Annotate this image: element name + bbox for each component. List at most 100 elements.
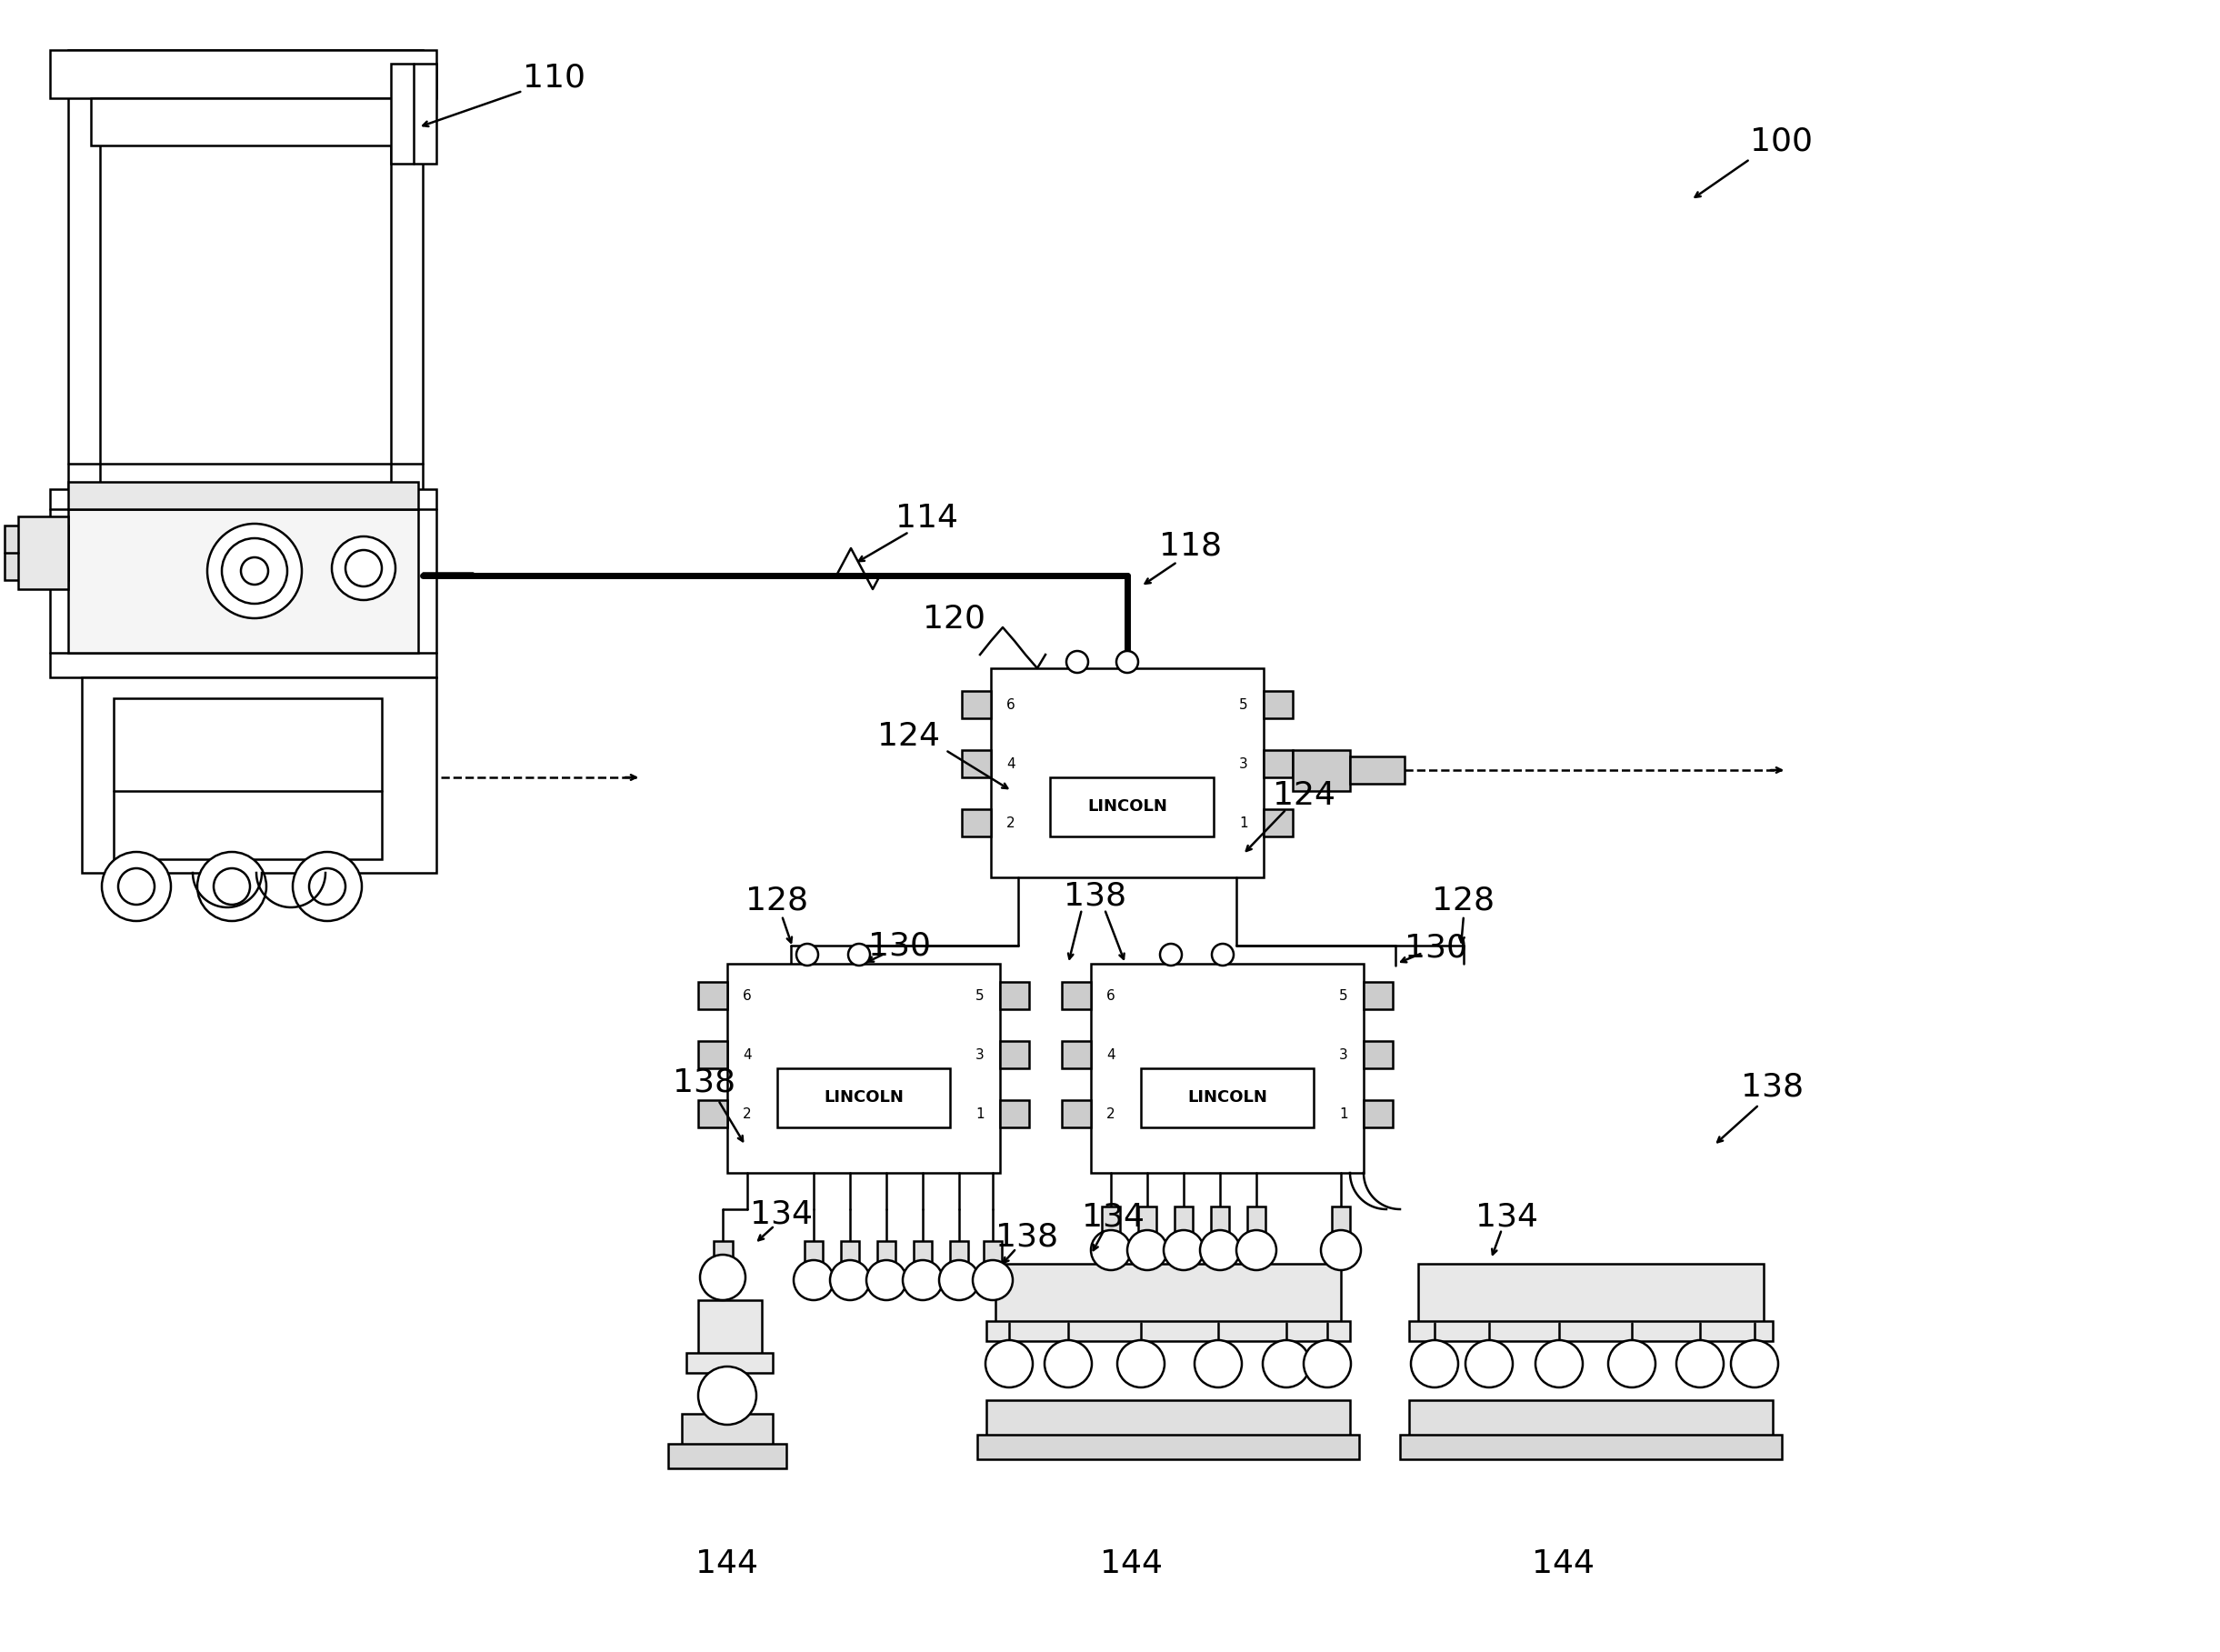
Circle shape — [346, 550, 382, 586]
Text: 134: 134 — [750, 1198, 813, 1229]
Bar — [1139, 1206, 1157, 1232]
Bar — [1174, 1206, 1192, 1232]
Text: 138: 138 — [1740, 1070, 1805, 1102]
Bar — [1332, 1206, 1350, 1232]
Text: 130: 130 — [868, 930, 932, 961]
Text: 130: 130 — [1405, 932, 1467, 963]
Bar — [1410, 1401, 1774, 1437]
Text: 1: 1 — [975, 1107, 983, 1120]
Text: 4: 4 — [1006, 757, 1015, 770]
Bar — [69, 509, 417, 653]
Circle shape — [697, 1366, 757, 1424]
Bar — [1141, 1069, 1314, 1127]
Circle shape — [797, 943, 819, 965]
Bar — [877, 1241, 895, 1267]
Text: 128: 128 — [746, 884, 808, 915]
Circle shape — [1212, 943, 1234, 965]
Bar — [915, 1241, 932, 1267]
Circle shape — [1201, 1231, 1241, 1270]
Bar — [697, 1041, 728, 1069]
Bar — [697, 1100, 728, 1127]
Bar — [391, 64, 437, 164]
Circle shape — [118, 869, 155, 905]
Circle shape — [222, 539, 286, 603]
Circle shape — [1237, 1231, 1276, 1270]
Bar — [682, 1414, 773, 1446]
Bar — [82, 677, 437, 872]
Bar — [995, 1264, 1341, 1323]
Bar — [668, 1444, 786, 1469]
Circle shape — [1732, 1340, 1778, 1388]
Bar — [697, 981, 728, 1009]
Circle shape — [242, 557, 269, 585]
Circle shape — [904, 1260, 943, 1300]
Text: 2: 2 — [1006, 816, 1015, 829]
Circle shape — [1161, 943, 1181, 965]
Bar — [999, 1100, 1030, 1127]
Bar — [977, 1434, 1359, 1459]
Text: 110: 110 — [524, 61, 586, 93]
Bar — [1061, 981, 1090, 1009]
Bar — [69, 482, 417, 509]
Bar — [1350, 757, 1405, 783]
Circle shape — [198, 852, 266, 922]
Bar — [91, 97, 400, 145]
Bar — [1210, 1206, 1230, 1232]
Bar — [1363, 1100, 1392, 1127]
Text: 4: 4 — [744, 1047, 753, 1062]
Text: 134: 134 — [1476, 1201, 1538, 1232]
Bar — [1401, 1434, 1783, 1459]
Circle shape — [1321, 1231, 1361, 1270]
Circle shape — [1465, 1340, 1512, 1388]
Bar — [1061, 1041, 1090, 1069]
Circle shape — [293, 852, 362, 922]
Bar — [1263, 750, 1292, 778]
Circle shape — [699, 1254, 746, 1300]
Circle shape — [793, 1260, 835, 1300]
Text: 100: 100 — [1749, 126, 1814, 157]
Circle shape — [1066, 651, 1088, 672]
Bar — [961, 750, 990, 778]
Bar — [1363, 981, 1392, 1009]
Circle shape — [848, 943, 870, 965]
Text: 3: 3 — [1339, 1047, 1348, 1062]
Bar — [4, 525, 69, 580]
Text: 6: 6 — [744, 990, 753, 1003]
Text: 6: 6 — [1106, 990, 1114, 1003]
Text: 3: 3 — [1239, 757, 1248, 770]
Bar — [841, 1241, 859, 1267]
Circle shape — [1303, 1340, 1352, 1388]
Circle shape — [1117, 1340, 1166, 1388]
Circle shape — [1117, 651, 1139, 672]
Bar — [1061, 1100, 1090, 1127]
Text: 144: 144 — [1101, 1548, 1163, 1579]
Bar — [113, 699, 382, 859]
Text: 138: 138 — [673, 1067, 737, 1097]
Text: 118: 118 — [1159, 530, 1223, 562]
Bar — [950, 1241, 968, 1267]
Circle shape — [1128, 1231, 1168, 1270]
Bar — [1263, 691, 1292, 719]
Text: 138: 138 — [997, 1221, 1059, 1252]
Bar — [1263, 809, 1292, 836]
Bar — [986, 1401, 1350, 1437]
Text: 120: 120 — [924, 603, 986, 634]
Bar — [1363, 1041, 1392, 1069]
Bar — [961, 691, 990, 719]
Text: 138: 138 — [1063, 881, 1128, 910]
Text: LINCOLN: LINCOLN — [1188, 1089, 1268, 1105]
Bar — [990, 669, 1263, 877]
Bar — [804, 1241, 824, 1267]
Bar — [1090, 963, 1363, 1173]
Circle shape — [1194, 1340, 1241, 1388]
Bar — [1292, 750, 1350, 791]
Circle shape — [309, 869, 346, 905]
Bar — [18, 517, 69, 590]
Circle shape — [1676, 1340, 1723, 1388]
Text: 6: 6 — [1006, 697, 1015, 712]
Bar — [1419, 1264, 1763, 1323]
Bar — [986, 1322, 1350, 1341]
Text: 128: 128 — [1432, 884, 1494, 915]
Circle shape — [102, 852, 171, 922]
Text: 124: 124 — [877, 720, 941, 752]
